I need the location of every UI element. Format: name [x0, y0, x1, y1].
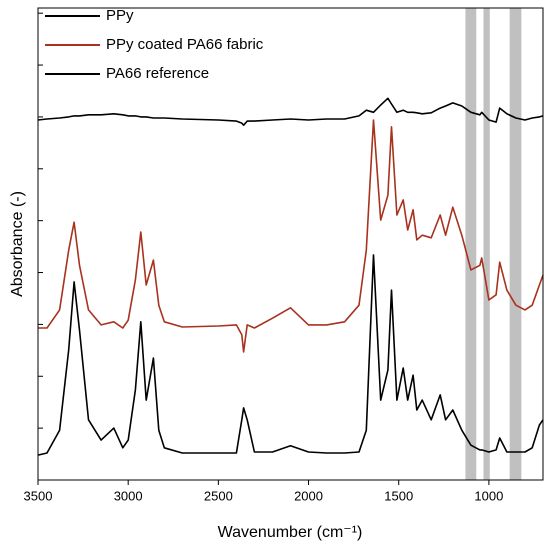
- x-tick-label: 2000: [294, 488, 323, 503]
- x-tick-label: 3500: [24, 488, 53, 503]
- legend-label: PA66 reference: [106, 65, 209, 82]
- y-axis-label: Absorbance (-): [9, 191, 26, 297]
- x-axis-label: Wavenumber (cm⁻¹): [218, 524, 363, 541]
- spectrum-line: [38, 119, 544, 353]
- x-tick-label: 3000: [114, 488, 143, 503]
- band: [465, 8, 477, 480]
- x-tick-label: 1000: [474, 488, 503, 503]
- spectrum-line: [37, 254, 544, 456]
- band: [483, 8, 490, 480]
- spectrum-line: [37, 97, 544, 126]
- band: [509, 8, 522, 480]
- x-tick-label: 2500: [204, 488, 233, 503]
- bands: [465, 8, 522, 480]
- x-tick-label: 1500: [384, 488, 413, 503]
- legend: PPy PPy coated PA66 fabric PA66 referenc…: [45, 7, 264, 82]
- legend-label: PPy coated PA66 fabric: [106, 36, 264, 53]
- lines: [37, 97, 544, 456]
- plot-frame: [37, 7, 544, 481]
- legend-label: PPy: [106, 7, 134, 24]
